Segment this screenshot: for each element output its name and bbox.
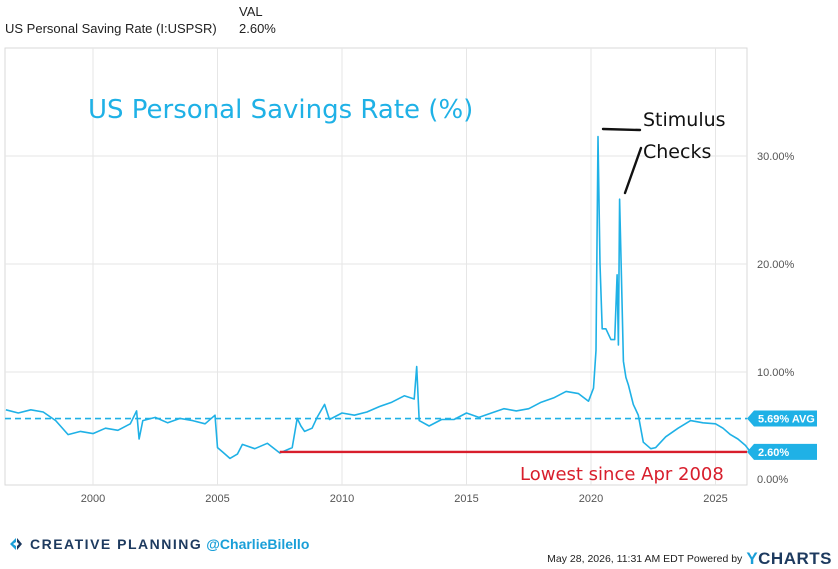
annotation-lowest: Lowest since Apr 2008 xyxy=(520,464,724,485)
footer-timestamp: May 28, 2026, 11:31 AM EDT Powered by xyxy=(547,553,743,565)
legend-column-header: VAL xyxy=(239,4,263,19)
x-tick-label: 2005 xyxy=(205,493,229,505)
footer-brand-text: CREATIVE PLANNING xyxy=(30,536,203,552)
ycharts-rest: CHARTS xyxy=(758,549,832,568)
x-tick-label: 2000 xyxy=(81,493,105,505)
x-tick-label: 2020 xyxy=(579,493,603,505)
footer-handle: @CharlieBilello xyxy=(206,536,310,552)
ycharts-y: Y xyxy=(746,549,759,568)
x-tick-label: 2015 xyxy=(454,493,478,505)
y-tick-label: 30.00% xyxy=(757,151,795,163)
legend-series-label: US Personal Saving Rate (I:USPSR) xyxy=(5,21,217,36)
y-tick-label: 0.00% xyxy=(757,474,788,486)
current-value-flag-bg xyxy=(747,443,817,460)
annotation-checks: Checks xyxy=(643,141,711,163)
annotations: Stimulus Checks Lowest since Apr 2008 5.… xyxy=(520,109,817,485)
grid xyxy=(4,47,748,486)
series-line xyxy=(5,135,752,460)
y-tick-label: 20.00% xyxy=(757,259,795,271)
current-value-flag: 2.60% xyxy=(747,443,817,460)
annotation-stimulus-line xyxy=(601,127,642,132)
annotation-stimulus: Stimulus xyxy=(643,109,726,131)
legend-current-value: 2.60% xyxy=(239,21,276,36)
plot-frame xyxy=(4,47,748,486)
footer-right: May 28, 2026, 11:31 AM EDT Powered by YC… xyxy=(547,549,832,569)
x-tick-label: 2010 xyxy=(330,493,354,505)
x-tick-label: 2025 xyxy=(703,493,727,505)
chart-title: US Personal Savings Rate (%) xyxy=(88,95,473,125)
footer-brand: CREATIVE PLANNING @CharlieBilello xyxy=(8,536,309,552)
ycharts-logo: YCHARTS xyxy=(746,549,832,569)
current-value-flag-text: 2.60% xyxy=(758,447,789,459)
creative-planning-logo-icon xyxy=(10,538,22,550)
y-tick-label: 10.00% xyxy=(757,367,795,379)
avg-flag-bg xyxy=(747,410,817,427)
series xyxy=(5,135,752,460)
axes: 0.00% 10.00% 20.00% 30.00% 2000 2005 2010 2015 2… xyxy=(81,151,795,505)
avg-flag-text: 5.69% AVG xyxy=(758,414,815,426)
avg-flag: 5.69% AVG xyxy=(747,410,817,427)
annotation-checks-line xyxy=(623,146,643,195)
